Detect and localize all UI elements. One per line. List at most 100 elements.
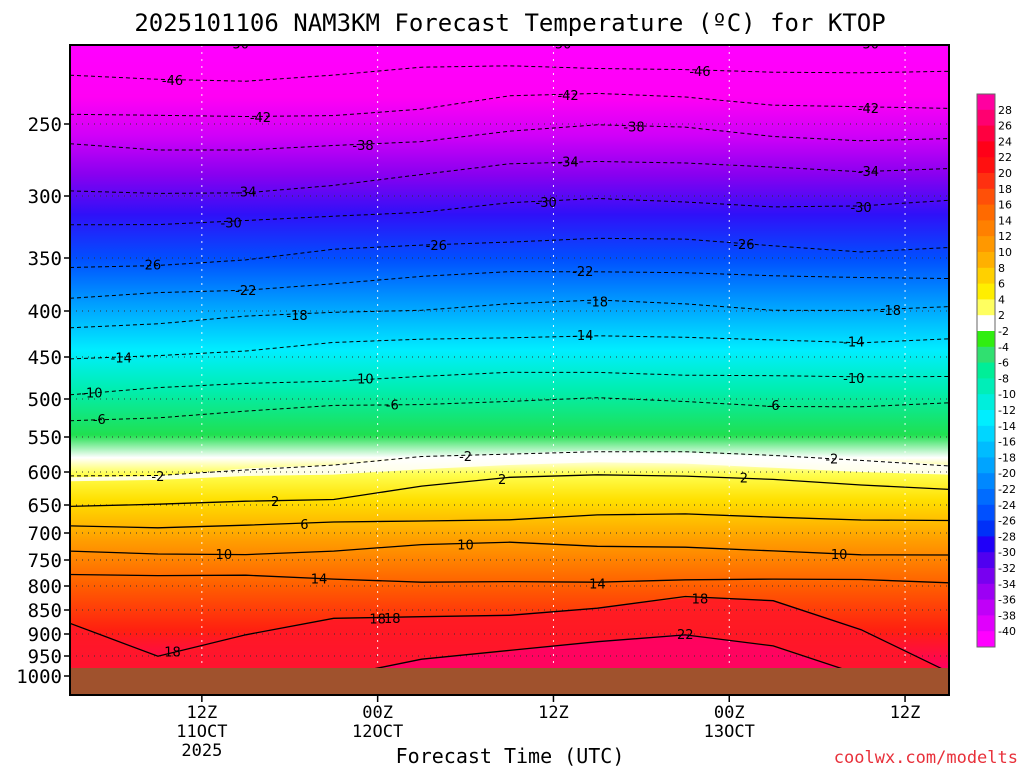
isotherm-10 [70,541,949,556]
colorbar-swatch-22 [977,441,995,458]
x-tick-label-6-1: 11OCT [176,722,227,742]
colorbar-swatch-8 [977,220,995,237]
isotherm-label--6-0: -6 [93,413,106,428]
isotherm-label-14-1: 14 [589,577,606,592]
isotherm-label--26-2: -26 [733,238,754,253]
isotherm-label-18-2: 18 [384,612,401,627]
plot-area: -50 -50 -50 -46 -46 -42 -42 -42 -38 -38 -34 -34 -34 -… [70,45,949,695]
colorbar-swatch-0 [977,94,995,111]
colorbar-label--18: -18 [998,451,1016,464]
colorbar-swatch-33 [977,615,995,632]
colorbar-swatch-27 [977,520,995,537]
x-tick-label-30-0: 12Z [538,703,569,723]
y-tick-label-900: 900 [28,624,62,646]
isotherm-label--18-0: -18 [286,309,307,324]
plot-frame [69,44,950,696]
x-tick-label-18-0: 00Z [362,703,393,723]
colorbar-label--40: -40 [998,625,1016,638]
grid-lines [70,45,949,695]
colorbar-label-24: 24 [998,135,1012,148]
colorbar-frame [976,93,996,648]
colorbar-swatch-34 [977,631,995,648]
colorbar-swatch-20 [977,410,995,427]
colorbar-label-10: 10 [998,246,1012,259]
colorbar-label--2: -2 [998,325,1009,338]
colorbar-swatch-5 [977,173,995,190]
colorbar-swatch-14 [977,315,995,332]
colorbar-swatch-15 [977,331,995,348]
colorbar-swatch-30 [977,568,995,585]
y-tick-label-250: 250 [28,114,62,136]
y-tick-label-400: 400 [28,301,62,323]
isotherm-label-2-2: 2 [740,472,748,487]
colorbar-label-16: 16 [998,199,1012,212]
colorbar-label-22: 22 [998,151,1012,164]
colorbar-swatch-7 [977,204,995,221]
colorbar-label-20: 20 [998,167,1012,180]
colorbar-swatch-16 [977,346,995,364]
isotherm-label-10-0: 10 [216,548,233,563]
colorbar-swatch-25 [977,489,995,506]
y-tick-label-350: 350 [28,248,62,270]
isotherm-label--18-1: -18 [587,295,608,310]
colorbar-swatch-6 [977,188,995,206]
isotherm-label-14-0: 14 [311,572,328,587]
isotherm-label--18-2: -18 [880,304,901,319]
colorbar-swatch-10 [977,252,995,269]
colorbar-label--12: -12 [998,404,1016,417]
isotherm-label--10-2: -10 [843,372,864,387]
colorbar-swatch-26 [977,504,995,522]
colorbar-label-4: 4 [998,293,1005,306]
y-tick-label-600: 600 [28,462,62,484]
source-watermark: coolwx.com/modelts [834,748,1018,768]
colorbar-label-28: 28 [998,104,1012,117]
isotherm-label--2-0: -2 [151,470,164,485]
isotherm-label--38-1: -38 [623,121,644,136]
colorbar-label--20: -20 [998,467,1016,480]
y-tick-label-800: 800 [28,576,62,598]
colorbar-swatch-21 [977,425,995,443]
colorbar-swatch-24 [977,473,995,490]
colorbar: 28 26 24 22 20 18 16 14 12 10 8 6 4 2 -2 -4 -6 -8 -10 -12 -1… [976,93,1016,648]
colorbar-label-12: 12 [998,230,1012,243]
colorbar-swatch-32 [977,599,995,616]
y-tick-label-550: 550 [28,427,62,449]
warm-bands [70,598,949,676]
colorbar-label--34: -34 [998,578,1016,591]
isotherm-18 [70,595,949,673]
isotherm-label-10-1: 10 [457,538,474,553]
isotherm-label--6-2: -6 [767,399,780,414]
colorbar-label--26: -26 [998,515,1016,528]
colorbar-label-8: 8 [998,262,1005,275]
colorbar-label--8: -8 [998,372,1009,385]
isotherm-label--22-0: -22 [235,284,256,299]
isotherm-14 [70,573,949,584]
isotherm-label--2-2: -2 [825,452,838,467]
colorbar-label--16: -16 [998,436,1016,449]
isotherm-label--22-1: -22 [572,265,593,280]
colorbar-label--14: -14 [998,420,1016,433]
isotherm-label--2-1: -2 [459,450,472,465]
colorbar-label-6: 6 [998,278,1005,291]
isotherm-label--42-2: -42 [858,102,879,117]
colorbar-label--24: -24 [998,499,1016,512]
isotherm-label--46-1: -46 [689,65,710,80]
colorbar-swatch-13 [977,299,995,316]
surface-fill [70,668,949,695]
colorbar-swatch-23 [977,457,995,474]
isotherm-6 [70,513,949,529]
x-tick-label-54-0: 12Z [890,703,921,723]
warm-band-22 [70,634,949,676]
isotherm-label-18-1: 18 [369,612,386,627]
temperature-field [70,45,949,695]
isotherm-label--46-0: -46 [162,74,183,89]
y-tick-label-500: 500 [28,389,62,411]
isotherm-label--34-1: -34 [557,155,578,170]
isotherm-label--38-0: -38 [352,139,373,154]
below-ground-region [70,668,949,695]
colorbar-swatch-31 [977,583,995,601]
colorbar-swatch-29 [977,552,995,569]
x-tick-label-42-0: 00Z [714,703,745,723]
